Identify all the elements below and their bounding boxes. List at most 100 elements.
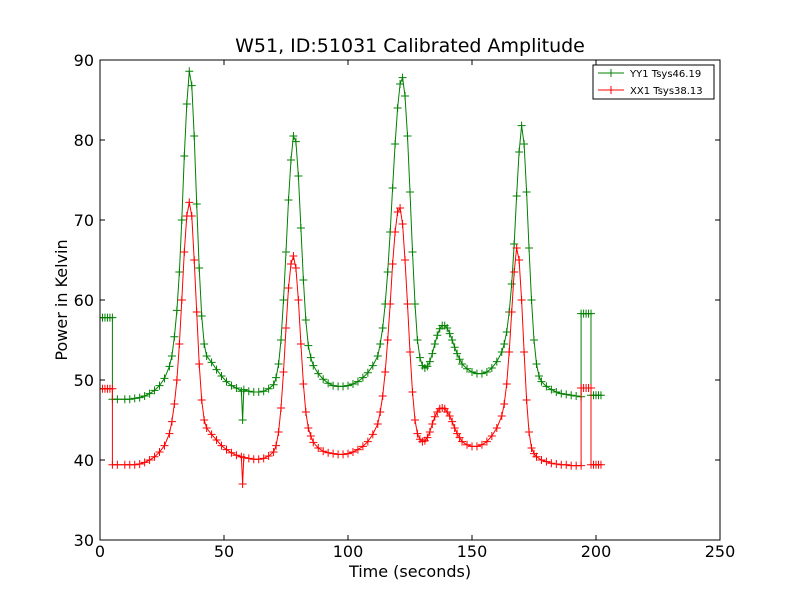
data-point-marker xyxy=(192,308,201,316)
data-point-marker xyxy=(500,340,509,348)
data-point-marker xyxy=(567,391,576,400)
data-point-marker xyxy=(130,394,139,403)
data-point-marker xyxy=(453,349,462,358)
plot-frame xyxy=(99,59,721,541)
data-point-marker xyxy=(348,380,357,388)
data-point-marker xyxy=(562,390,571,399)
data-point-marker xyxy=(284,196,293,204)
data-point-marker xyxy=(202,352,211,360)
data-point-marker xyxy=(492,357,501,366)
data-point-marker xyxy=(520,140,529,148)
data-point-marker xyxy=(284,284,293,292)
data-point-marker xyxy=(264,452,273,460)
data-point-marker xyxy=(542,382,551,391)
data-point-marker xyxy=(383,268,392,276)
data-point-marker xyxy=(376,408,385,416)
data-point-marker xyxy=(425,428,434,436)
data-point-marker xyxy=(200,340,209,348)
data-point-marker xyxy=(547,459,556,468)
data-point-marker xyxy=(562,460,571,469)
data-point-marker xyxy=(212,436,221,444)
data-point-marker xyxy=(448,336,457,344)
data-point-marker xyxy=(289,132,298,140)
data-point-marker xyxy=(309,361,318,370)
data-point-marker xyxy=(301,316,310,324)
data-point-marker xyxy=(212,365,221,374)
data-point-marker xyxy=(172,376,181,384)
data-point-marker xyxy=(515,256,524,264)
data-point-marker xyxy=(458,437,467,446)
data-point-marker xyxy=(368,361,377,370)
data-point-marker xyxy=(167,417,176,426)
legend-swatch-marker xyxy=(607,86,615,94)
data-point-marker xyxy=(185,198,194,207)
legend-entry: XX1 Tsys38.13 xyxy=(598,86,703,97)
data-point-marker xyxy=(408,388,417,396)
data-point-marker xyxy=(525,428,534,436)
data-point-marker xyxy=(324,448,333,457)
data-point-marker xyxy=(413,336,422,344)
data-point-marker xyxy=(348,448,357,456)
data-point-marker xyxy=(358,442,367,451)
data-point-marker xyxy=(314,369,323,378)
data-point-marker xyxy=(458,360,467,368)
data-point-marker xyxy=(358,373,367,382)
x-axis-label: Time (seconds) xyxy=(348,562,471,581)
data-point-marker xyxy=(507,308,516,316)
data-point-marker xyxy=(264,384,273,393)
y-tick-label: 80 xyxy=(74,131,94,150)
data-point-marker xyxy=(238,480,247,488)
data-point-marker xyxy=(165,362,174,371)
data-point-marker xyxy=(291,137,300,146)
data-point-marker xyxy=(391,228,400,236)
data-point-marker xyxy=(185,67,194,76)
data-point-marker xyxy=(187,212,196,220)
data-point-marker xyxy=(329,381,338,390)
data-point-marker xyxy=(306,353,315,362)
data-point-marker xyxy=(286,260,295,268)
data-point-marker xyxy=(108,384,117,393)
data-point-marker xyxy=(294,296,303,304)
data-point-marker xyxy=(552,388,561,396)
data-point-marker xyxy=(507,280,516,288)
data-point-marker xyxy=(534,372,543,380)
data-point-marker xyxy=(217,372,226,380)
data-point-marker xyxy=(537,377,546,386)
data-point-marker xyxy=(381,368,390,376)
data-point-marker xyxy=(339,450,348,459)
data-point-marker xyxy=(207,358,216,367)
data-point-marker xyxy=(423,433,432,442)
data-point-marker xyxy=(254,388,263,396)
x-tick-label: 0 xyxy=(95,542,105,561)
data-point-marker xyxy=(177,216,186,224)
data-point-marker xyxy=(487,364,496,372)
data-point-marker xyxy=(227,381,236,390)
data-point-marker xyxy=(386,300,395,308)
data-point-marker xyxy=(239,453,248,462)
data-point-marker xyxy=(530,336,538,344)
data-point-marker xyxy=(391,140,400,148)
data-point-marker xyxy=(522,396,531,404)
data-point-marker xyxy=(363,437,372,446)
data-point-marker xyxy=(222,445,231,454)
data-point-marker xyxy=(145,389,154,398)
data-point-marker xyxy=(274,428,283,436)
data-point-marker xyxy=(172,306,181,315)
data-point-marker xyxy=(329,449,338,458)
data-point-marker xyxy=(170,400,179,408)
data-point-marker xyxy=(145,456,154,464)
data-point-marker xyxy=(450,343,459,352)
data-point-marker xyxy=(294,172,303,180)
x-tick-label: 250 xyxy=(705,542,736,561)
series-layer xyxy=(100,67,605,488)
data-point-marker xyxy=(428,420,437,428)
data-point-marker xyxy=(217,441,226,450)
data-point-marker xyxy=(547,385,556,394)
legend-label: YY1 Tsys46.19 xyxy=(629,69,701,80)
x-tick-label: 50 xyxy=(214,542,234,561)
data-point-marker xyxy=(319,375,328,384)
x-tick-label: 100 xyxy=(333,542,364,561)
data-point-marker xyxy=(227,448,236,457)
data-point-marker xyxy=(445,329,454,338)
